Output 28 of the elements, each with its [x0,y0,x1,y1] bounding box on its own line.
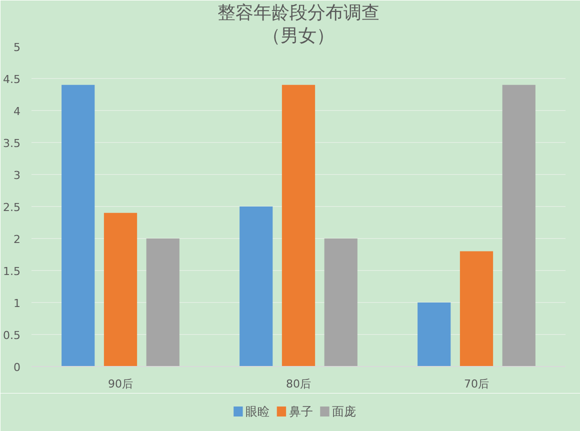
bar [146,238,180,366]
bar [460,251,494,366]
bar [418,302,451,366]
bar [324,238,358,366]
y-tick-label: 2.5 [3,201,21,214]
y-tick-label: 2 [14,233,20,246]
y-tick-label: 3.5 [3,137,21,150]
bar [502,84,536,366]
y-tick-label: 1.5 [3,265,21,278]
bar [282,84,316,366]
bar [62,84,95,366]
y-tick-label: 1 [14,297,20,310]
chart-title: 整容年龄段分布调查 [218,2,380,24]
x-tick-label: 80后 [286,378,311,390]
x-tick-label: 90后 [108,378,133,390]
chart-subtitle: （男女） [262,26,334,46]
y-tick-label: 0 [14,361,20,374]
legend-label: 眼睑 [246,404,270,418]
y-tick-label: 3 [14,169,20,182]
x-tick-label: 70后 [464,378,489,390]
y-tick-label: 4.5 [3,73,21,86]
bar [240,206,273,366]
bar [104,212,138,366]
legend-label: 面庞 [332,404,356,418]
y-tick-label: 0.5 [3,329,21,342]
legend-label: 鼻子 [288,404,313,418]
y-tick-label: 5 [14,41,20,54]
y-tick-label: 4 [14,105,20,118]
